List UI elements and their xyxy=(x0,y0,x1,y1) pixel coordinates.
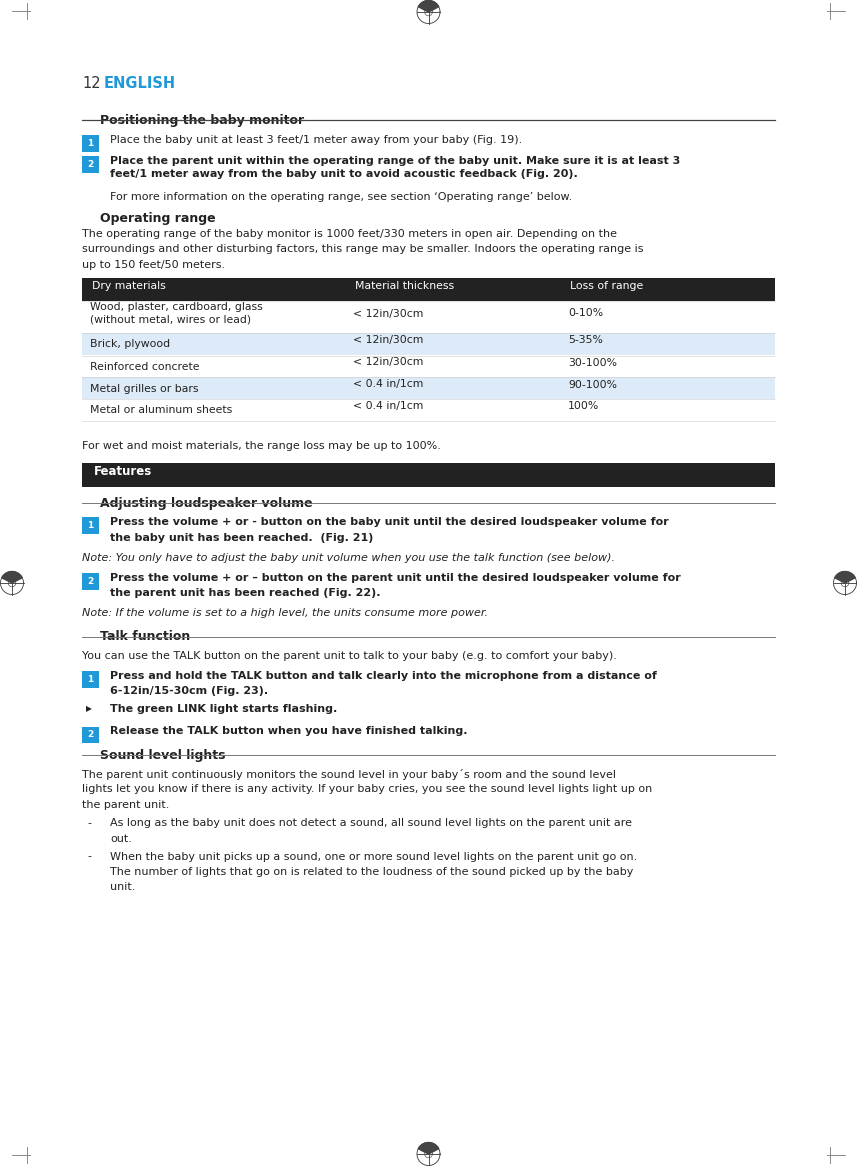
Text: 1: 1 xyxy=(87,675,93,683)
Text: 0-10%: 0-10% xyxy=(568,309,603,318)
Bar xyxy=(82,278,775,302)
Bar xyxy=(82,356,775,378)
Text: Loss of range: Loss of range xyxy=(570,281,644,290)
Polygon shape xyxy=(835,571,855,583)
Text: The green LINK light starts flashing.: The green LINK light starts flashing. xyxy=(110,704,338,715)
Text: ▶: ▶ xyxy=(86,704,92,712)
Text: 1: 1 xyxy=(87,521,93,531)
Text: the parent unit has been reached (Fig. 22).: the parent unit has been reached (Fig. 2… xyxy=(110,589,381,598)
Text: Press and hold the TALK button and talk clearly into the microphone from a dista: Press and hold the TALK button and talk … xyxy=(110,670,656,681)
Text: 1: 1 xyxy=(87,139,93,148)
Text: 30-100%: 30-100% xyxy=(568,358,617,367)
Text: When the baby unit picks up a sound, one or more sound level lights on the paren: When the baby unit picks up a sound, one… xyxy=(110,851,638,862)
Bar xyxy=(82,378,775,400)
Text: For wet and moist materials, the range loss may be up to 100%.: For wet and moist materials, the range l… xyxy=(82,442,440,451)
Text: unit.: unit. xyxy=(110,883,135,892)
Bar xyxy=(82,135,99,152)
Text: 6-12in/15-30cm (Fig. 23).: 6-12in/15-30cm (Fig. 23). xyxy=(110,687,268,696)
Text: 5-35%: 5-35% xyxy=(568,336,603,345)
Bar xyxy=(82,518,99,534)
Text: Features: Features xyxy=(94,465,153,478)
Text: < 12in/30cm: < 12in/30cm xyxy=(353,358,423,367)
Text: Talk function: Talk function xyxy=(100,631,190,644)
Text: < 0.4 in/1cm: < 0.4 in/1cm xyxy=(353,401,423,412)
Text: lights let you know if there is any activity. If your baby cries, you see the so: lights let you know if there is any acti… xyxy=(82,785,652,794)
Text: -: - xyxy=(87,819,91,828)
Text: Dry materials: Dry materials xyxy=(92,281,165,290)
Text: Note: You only have to adjust the baby unit volume when you use the talk functio: Note: You only have to adjust the baby u… xyxy=(82,553,615,563)
Text: Release the TALK button when you have finished talking.: Release the TALK button when you have fi… xyxy=(110,726,468,737)
Text: Metal or aluminum sheets: Metal or aluminum sheets xyxy=(90,406,232,415)
Bar xyxy=(82,670,99,688)
Text: Wood, plaster, cardboard, glass
(without metal, wires or lead): Wood, plaster, cardboard, glass (without… xyxy=(90,302,263,324)
Text: Sound level lights: Sound level lights xyxy=(100,749,225,761)
Polygon shape xyxy=(418,0,439,12)
Text: 2: 2 xyxy=(87,160,93,169)
Bar xyxy=(82,726,99,743)
Text: < 12in/30cm: < 12in/30cm xyxy=(353,309,423,318)
Text: You can use the TALK button on the parent unit to talk to your baby (e.g. to com: You can use the TALK button on the paren… xyxy=(82,651,617,661)
Text: 2: 2 xyxy=(87,730,93,739)
Text: surroundings and other disturbing factors, this range may be smaller. Indoors th: surroundings and other disturbing factor… xyxy=(82,245,644,254)
Text: 90-100%: 90-100% xyxy=(568,379,617,389)
Text: up to 150 feet/50 meters.: up to 150 feet/50 meters. xyxy=(82,260,225,271)
Text: Adjusting loudspeaker volume: Adjusting loudspeaker volume xyxy=(100,497,313,510)
Bar xyxy=(82,464,775,487)
Text: The number of lights that go on is related to the loudness of the sound picked u: The number of lights that go on is relat… xyxy=(110,868,633,877)
Text: 2: 2 xyxy=(87,577,93,585)
Text: ENGLISH: ENGLISH xyxy=(104,76,177,91)
Text: Place the parent unit within the operating range of the baby unit. Make sure it : Place the parent unit within the operati… xyxy=(110,156,680,180)
Text: Material thickness: Material thickness xyxy=(356,281,454,290)
Text: Press the volume + or - button on the baby unit until the desired loudspeaker vo: Press the volume + or - button on the ba… xyxy=(110,518,668,527)
Bar xyxy=(82,400,775,421)
Text: Place the baby unit at least 3 feet/1 meter away from your baby (Fig. 19).: Place the baby unit at least 3 feet/1 me… xyxy=(110,135,522,145)
Text: For more information on the operating range, see section ‘Operating range’ below: For more information on the operating ra… xyxy=(110,192,572,202)
Text: 100%: 100% xyxy=(568,401,599,412)
Bar xyxy=(82,302,775,333)
Text: Note: If the volume is set to a high level, the units consume more power.: Note: If the volume is set to a high lev… xyxy=(82,609,488,618)
Text: The parent unit continuously monitors the sound level in your baby´s room and th: The parent unit continuously monitors th… xyxy=(82,770,616,780)
Text: Positioning the baby monitor: Positioning the baby monitor xyxy=(100,114,304,127)
Text: the baby unit has been reached.  (Fig. 21): the baby unit has been reached. (Fig. 21… xyxy=(110,533,374,543)
Text: -: - xyxy=(87,851,91,862)
Text: The operating range of the baby monitor is 1000 feet/330 meters in open air. Dep: The operating range of the baby monitor … xyxy=(82,229,617,239)
Polygon shape xyxy=(2,571,22,583)
Bar xyxy=(82,333,775,356)
Bar xyxy=(82,573,99,590)
Text: 12: 12 xyxy=(82,76,100,91)
Text: Operating range: Operating range xyxy=(100,212,216,225)
Bar xyxy=(82,156,99,173)
Text: < 0.4 in/1cm: < 0.4 in/1cm xyxy=(353,379,423,389)
Text: the parent unit.: the parent unit. xyxy=(82,800,170,810)
Text: < 12in/30cm: < 12in/30cm xyxy=(353,336,423,345)
Text: Brick, plywood: Brick, plywood xyxy=(90,339,171,350)
Text: Metal grilles or bars: Metal grilles or bars xyxy=(90,384,199,393)
Polygon shape xyxy=(418,1143,439,1154)
Text: Press the volume + or – button on the parent unit until the desired loudspeaker : Press the volume + or – button on the pa… xyxy=(110,573,680,583)
Text: Reinforced concrete: Reinforced concrete xyxy=(90,361,200,372)
Text: out.: out. xyxy=(110,834,132,843)
Text: As long as the baby unit does not detect a sound, all sound level lights on the : As long as the baby unit does not detect… xyxy=(110,819,632,828)
